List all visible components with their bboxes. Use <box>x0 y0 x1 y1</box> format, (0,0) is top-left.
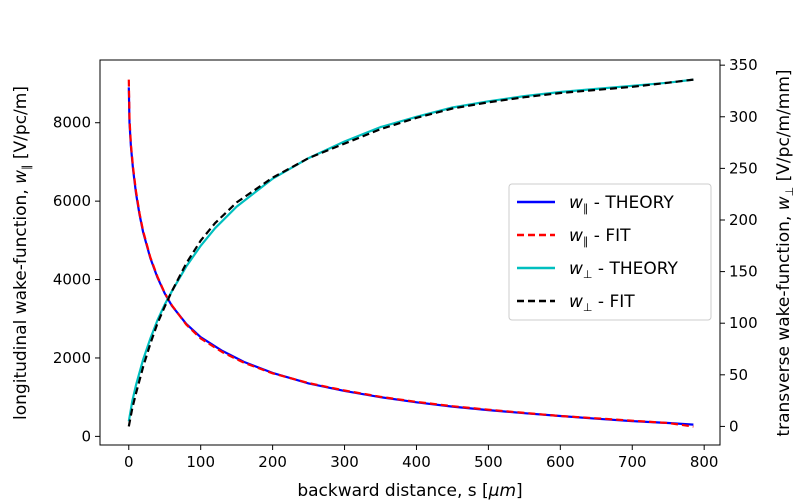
legend-label: w∥ - FIT <box>569 226 631 248</box>
plot-area <box>99 59 721 446</box>
x-tick-label: 100 <box>186 453 215 471</box>
x-tick-label: 400 <box>402 453 431 471</box>
x-tick-label: 800 <box>690 453 719 471</box>
x-axis-ticks: 0 100 200 300 400 500 600 700 800 <box>124 445 718 471</box>
x-tick-label: 700 <box>618 453 647 471</box>
x-tick-label: 500 <box>474 453 503 471</box>
plot-frame <box>99 59 721 446</box>
left-y-tick-label: 4000 <box>53 271 91 289</box>
legend-box <box>508 183 712 321</box>
legend-label: w⊥ - THEORY <box>569 259 678 281</box>
right-y-tick-label: 100 <box>729 314 758 332</box>
series-line-1 <box>127 79 694 428</box>
left-y-tick-label: 6000 <box>53 192 91 210</box>
left-y-axis-ticks: 0 2000 4000 6000 8000 <box>53 114 100 445</box>
left-y-tick-label: 8000 <box>53 114 91 132</box>
right-y-tick-label: 250 <box>729 159 758 177</box>
legend: w∥ - THEORY w∥ - FIT w⊥ - THEORY w⊥ - FIT <box>508 183 712 321</box>
series-layer <box>127 78 694 428</box>
right-y-tick-label: 300 <box>729 108 758 126</box>
left-y-tick-label: 0 <box>81 427 91 445</box>
left-y-tick-label: 2000 <box>53 349 91 367</box>
legend-label: w∥ - THEORY <box>569 193 674 215</box>
right-y-tick-label: 350 <box>729 56 758 74</box>
x-axis-label: backward distance, s [μm] <box>297 481 522 500</box>
x-tick-label: 300 <box>330 453 359 471</box>
right-y-tick-label: 200 <box>729 211 758 229</box>
x-tick-label: 600 <box>546 453 575 471</box>
right-y-tick-label: 150 <box>729 263 758 281</box>
right-y-tick-label: 50 <box>729 366 748 384</box>
right-y-tick-label: 0 <box>729 417 739 435</box>
right-y-axis-label: transverse wake-function, w⊥ [V/pc/m/mm] <box>774 69 796 436</box>
series-line-3 <box>127 78 694 427</box>
left-y-axis-label: longitudinal wake-function, w∥ [V/pc/m] <box>11 86 33 420</box>
legend-label: w⊥ - FIT <box>569 292 635 314</box>
x-tick-label: 200 <box>258 453 287 471</box>
right-y-axis-ticks: 0 50 100 150 200 250 300 350 <box>720 56 758 435</box>
x-tick-label: 0 <box>124 453 134 471</box>
